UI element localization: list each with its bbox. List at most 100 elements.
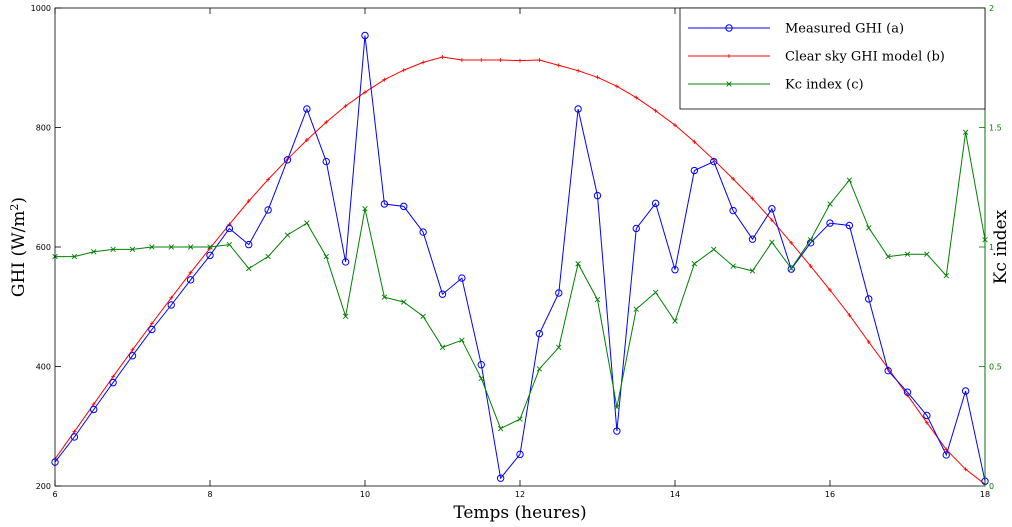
data-point	[382, 77, 387, 82]
data-point	[497, 425, 504, 432]
y-tick-label: 1000	[31, 4, 51, 13]
data-point	[130, 347, 135, 352]
data-point	[904, 251, 911, 257]
data-point	[304, 220, 310, 226]
data-point	[168, 244, 174, 250]
data-point	[885, 253, 891, 260]
data-point	[207, 244, 213, 250]
data-point	[555, 289, 563, 297]
data-point	[283, 156, 292, 164]
data-point	[324, 120, 329, 125]
legend-label: Measured GHI (a)	[785, 22, 904, 37]
data-point	[749, 268, 756, 274]
data-point	[498, 57, 503, 62]
data-point	[575, 261, 581, 267]
data-point	[128, 352, 137, 360]
data-point	[651, 199, 660, 208]
series-2	[52, 129, 988, 432]
data-point	[711, 246, 717, 253]
data-point	[788, 265, 794, 272]
data-point	[923, 411, 931, 420]
series-1	[53, 54, 987, 487]
legend: Measured GHI (a) Clear sky GHI model (b) K…	[679, 7, 986, 110]
data-point	[961, 387, 970, 395]
data-point	[188, 270, 193, 275]
data-point	[167, 301, 175, 309]
data-point	[729, 206, 737, 215]
data-point	[226, 241, 233, 248]
data-point	[692, 139, 697, 144]
data-point	[614, 404, 620, 410]
data-point	[710, 157, 718, 166]
data-point	[826, 219, 834, 227]
data-point	[458, 274, 466, 282]
data-point	[672, 318, 678, 324]
x-tick-label: 10	[360, 490, 370, 499]
data-point	[148, 325, 156, 334]
data-point	[613, 427, 621, 435]
data-point	[942, 451, 950, 459]
series-layer	[51, 31, 989, 487]
x-tick-label: 16	[825, 490, 835, 499]
series-0	[51, 31, 989, 485]
data-point	[459, 337, 465, 343]
data-point	[90, 405, 98, 414]
y2-tick-label: 1.5	[989, 124, 1002, 133]
data-point	[322, 157, 330, 166]
series-line	[54, 56, 986, 485]
data-point	[865, 295, 873, 303]
data-point	[342, 313, 349, 320]
data-point	[769, 239, 775, 245]
data-point	[380, 200, 389, 208]
data-point	[361, 31, 369, 40]
data-point	[225, 224, 234, 233]
data-point	[827, 201, 833, 207]
data-point	[440, 54, 445, 59]
data-point	[343, 103, 348, 108]
data-point	[808, 264, 813, 269]
data-point	[632, 224, 640, 233]
data-point	[149, 321, 154, 326]
x-tick-label: 12	[515, 490, 525, 499]
data-point	[381, 294, 388, 300]
data-point	[866, 225, 872, 231]
data-point	[419, 228, 427, 236]
data-point	[535, 329, 544, 338]
data-point	[769, 218, 774, 223]
data-point	[284, 232, 291, 238]
data-point	[149, 244, 155, 250]
data-point	[265, 253, 271, 260]
data-point	[725, 24, 733, 32]
data-point	[186, 276, 195, 284]
data-point	[266, 177, 271, 182]
x-tick-label: 14	[670, 490, 680, 499]
y-axis-title: GHI (W/m2)	[8, 197, 30, 297]
x-tick-label: 18	[980, 490, 990, 499]
data-point	[593, 191, 602, 200]
data-point	[768, 205, 776, 213]
x-tick-label: 6	[52, 490, 57, 499]
data-point	[304, 138, 309, 143]
data-point	[110, 246, 116, 253]
data-point	[903, 388, 912, 396]
data-point	[726, 81, 732, 87]
data-point	[671, 266, 679, 274]
data-point	[634, 95, 639, 100]
data-point	[594, 296, 601, 303]
y-tick-label: 200	[36, 482, 51, 491]
data-point	[401, 299, 407, 305]
data-point	[459, 57, 464, 62]
data-point	[963, 467, 968, 472]
data-point	[246, 198, 251, 203]
data-point	[652, 289, 659, 296]
y-tick-label: 800	[36, 124, 51, 133]
data-point	[595, 75, 600, 80]
data-point	[748, 235, 757, 243]
data-point	[303, 105, 311, 113]
y2-tick-label: 0.5	[989, 363, 1002, 372]
data-point	[323, 253, 329, 260]
data-point	[401, 68, 406, 73]
data-point	[731, 176, 736, 181]
y2-tick-label: 2	[989, 4, 994, 13]
data-point	[789, 240, 794, 245]
